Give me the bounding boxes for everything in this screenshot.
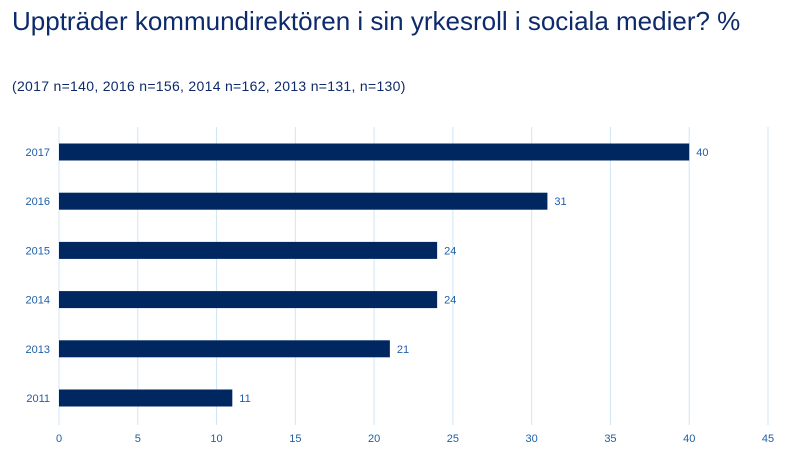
bar — [59, 340, 390, 358]
data-label: 24 — [444, 295, 456, 307]
category-label: 2014 — [26, 295, 50, 307]
category-label: 2017 — [26, 147, 50, 159]
category-labels: 2017 2016 2015 2014 2013 2011 — [26, 147, 50, 405]
data-label: 40 — [696, 147, 708, 159]
x-tick-label: 40 — [683, 433, 695, 445]
category-label: 2011 — [26, 393, 50, 405]
bars — [59, 143, 690, 407]
x-tick-label: 20 — [368, 433, 380, 445]
bar — [59, 389, 233, 407]
x-tick-label: 30 — [526, 433, 538, 445]
bar — [59, 192, 548, 210]
x-tick-label: 15 — [289, 433, 301, 445]
data-label: 11 — [239, 393, 250, 405]
x-tick-label: 45 — [762, 433, 774, 445]
data-labels: 40 31 24 24 21 11 — [239, 147, 708, 405]
data-label: 24 — [444, 245, 456, 257]
x-tick-label: 35 — [604, 433, 616, 445]
x-tick-label: 25 — [447, 433, 459, 445]
data-label: 21 — [397, 344, 409, 356]
category-label: 2016 — [26, 196, 50, 208]
x-tick-label: 10 — [210, 433, 222, 445]
chart-title: Uppträder kommundirektören i sin yrkesro… — [12, 6, 741, 36]
chart-subtitle: (2017 n=140, 2016 n=156, 2014 n=162, 201… — [12, 78, 406, 94]
data-label: 31 — [554, 196, 566, 208]
bar — [59, 291, 438, 309]
x-tick-label: 5 — [135, 433, 141, 445]
category-label: 2015 — [26, 245, 50, 257]
bar — [59, 241, 438, 259]
gridlines — [58, 127, 769, 425]
category-label: 2013 — [26, 344, 50, 356]
x-tick-label: 0 — [56, 433, 62, 445]
bar — [59, 143, 690, 161]
x-axis-tick-labels: 0 5 10 15 20 25 30 35 40 45 — [56, 433, 774, 445]
